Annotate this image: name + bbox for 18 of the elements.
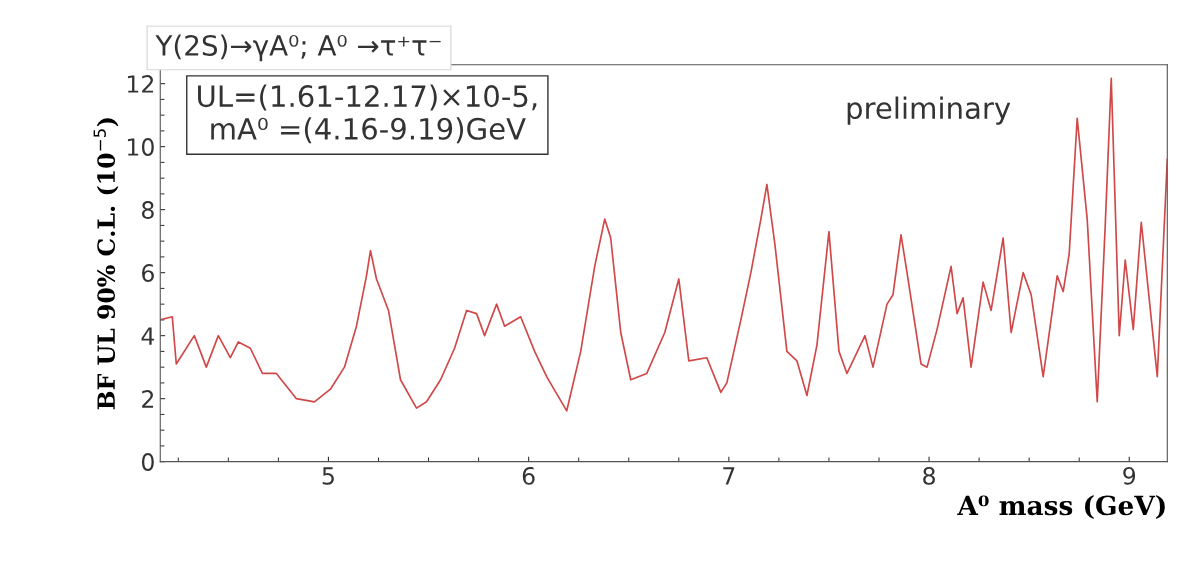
- line-series: [160, 77, 1168, 412]
- chart-title: Υ(2S)→γA⁰; A⁰ →τ⁺τ⁻: [155, 34, 441, 62]
- x-tick-label: 7: [723, 467, 735, 485]
- y-axis-title: BF UL 90% C.L. (10$^{−5}$): [93, 118, 119, 410]
- x-tick-label: 9: [1123, 466, 1136, 485]
- annotation: preliminary: [847, 96, 1011, 125]
- x-tick-label: 5: [322, 467, 334, 485]
- y-tick-label: 4: [141, 327, 155, 345]
- y-tick-label: 10: [127, 138, 154, 156]
- x-tick-label: 6: [522, 466, 535, 485]
- annotation: UL=(1.61-12.17)×10-5, mA⁰ =(4.16-9.19)GeV: [198, 84, 537, 144]
- y-tick-label: 12: [127, 75, 154, 93]
- y-tick-label: 6: [142, 264, 154, 282]
- y-tick-label: 0: [141, 453, 154, 471]
- y-tick-label: 2: [142, 390, 154, 408]
- x-axis-title: A⁰ mass (GeV): [957, 494, 1165, 520]
- y-tick-label: 8: [141, 201, 154, 219]
- x-tick-label: 8: [923, 466, 935, 485]
